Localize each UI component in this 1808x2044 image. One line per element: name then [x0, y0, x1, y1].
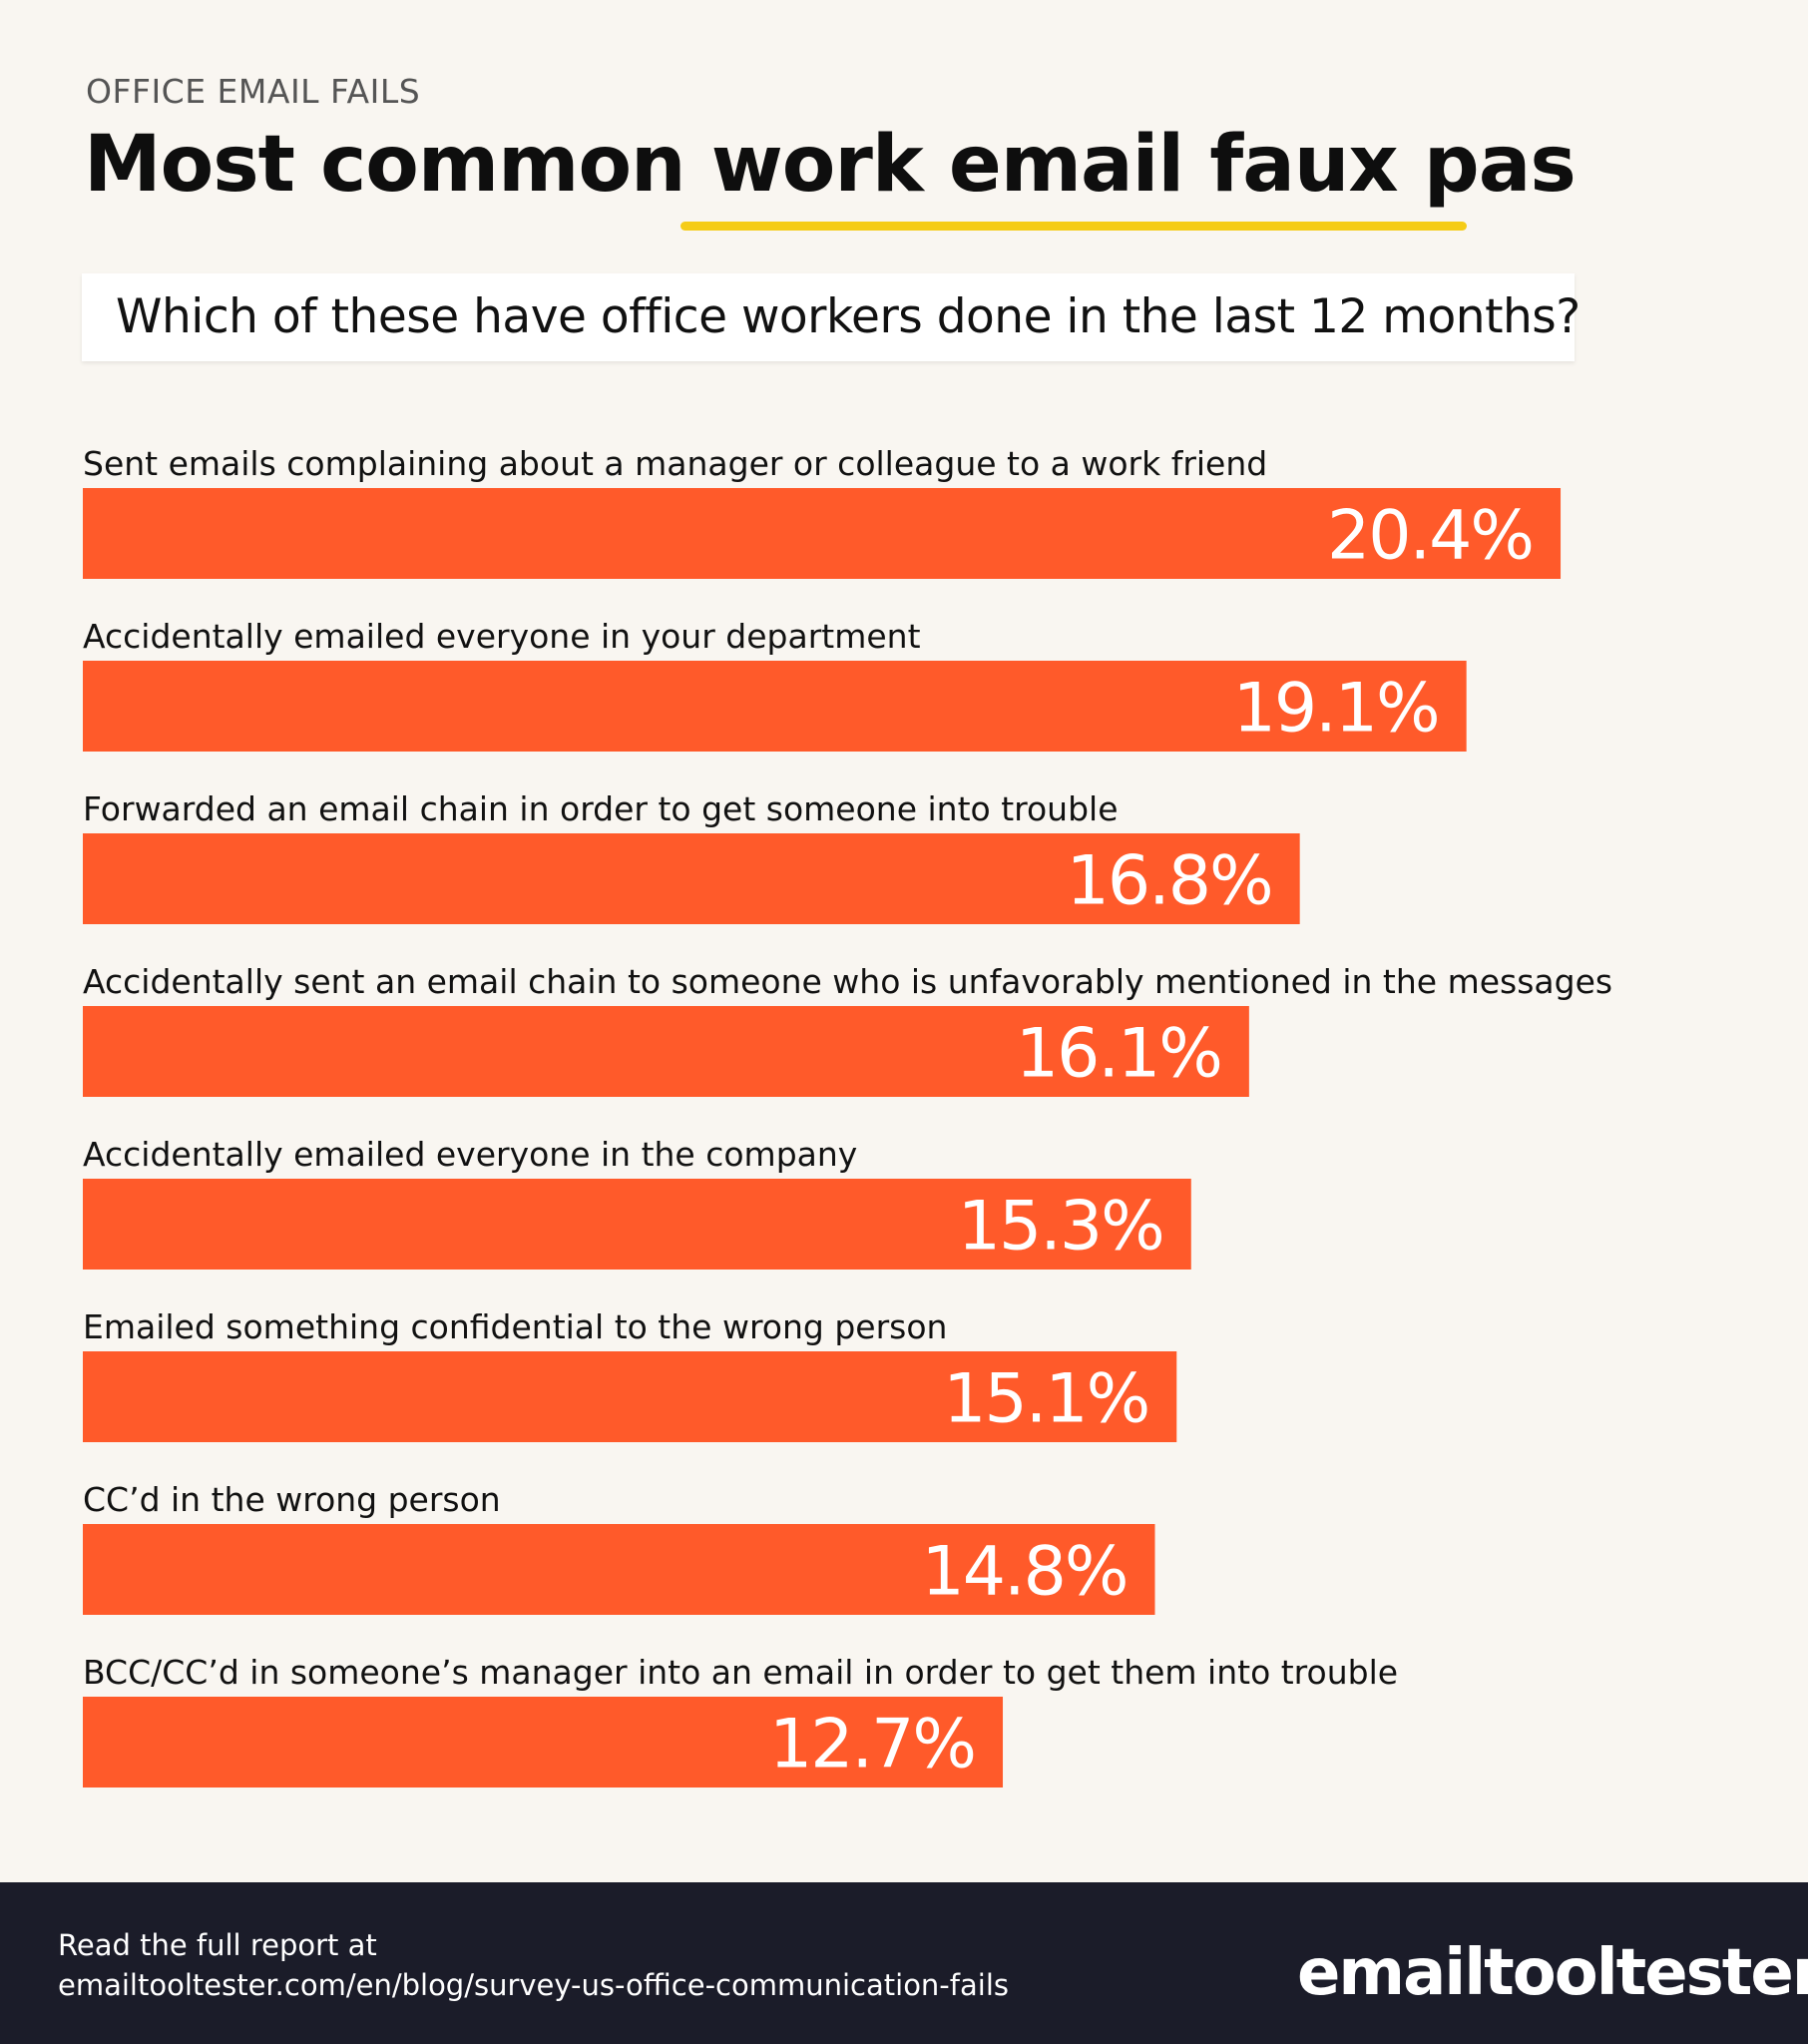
bar-chart: Sent emails complaining about a manager …: [83, 444, 1612, 1788]
bar-category-label: BCC/CC’d in someone’s manager into an em…: [83, 1653, 1398, 1692]
footer: Read the full report at emailtooltester.…: [0, 1882, 1808, 2044]
brand-logo: emailtooltester: [1297, 1936, 1808, 2010]
title-underline: [680, 222, 1467, 231]
bar-category-label: CC’d in the wrong person: [83, 1480, 501, 1519]
footer-text: Read the full report at: [58, 1928, 377, 1962]
bar-category-label: Emailed something confidential to the wr…: [83, 1307, 947, 1346]
bar-value-label: 15.1%: [943, 1360, 1148, 1439]
bar-category-label: Accidentally emailed everyone in your de…: [83, 617, 921, 656]
bar-category-label: Accidentally emailed everyone in the com…: [83, 1135, 857, 1174]
bar: [83, 1697, 1004, 1788]
bar: [83, 1179, 1191, 1270]
page-title: Most common work email faux pas: [84, 120, 1577, 210]
bar: [83, 1006, 1249, 1097]
bar: [83, 833, 1300, 924]
report-link[interactable]: emailtooltester.com/en/blog/survey-us-of…: [58, 1968, 1009, 2002]
bar-value-label: 19.1%: [1233, 670, 1439, 749]
bar-value-label: 16.1%: [1016, 1015, 1221, 1094]
bar: [83, 1524, 1155, 1615]
bar: [83, 488, 1562, 579]
bar-category-label: Sent emails complaining about a manager …: [83, 444, 1267, 483]
bar: [83, 661, 1467, 752]
eyebrow-label: OFFICE EMAIL FAILS: [86, 72, 421, 111]
bar-value-label: 12.7%: [769, 1706, 975, 1785]
bar-value-label: 16.8%: [1067, 842, 1272, 921]
bar-category-label: Accidentally sent an email chain to some…: [83, 962, 1612, 1001]
question-box: Which of these have office workers done …: [82, 273, 1581, 361]
bar-value-label: 14.8%: [921, 1533, 1127, 1612]
bar-category-label: Forwarded an email chain in order to get…: [83, 789, 1119, 828]
question-text: Which of these have office workers done …: [116, 289, 1581, 344]
bar-value-label: 20.4%: [1327, 497, 1533, 576]
bar: [83, 1351, 1177, 1442]
bar-value-label: 15.3%: [958, 1188, 1163, 1267]
